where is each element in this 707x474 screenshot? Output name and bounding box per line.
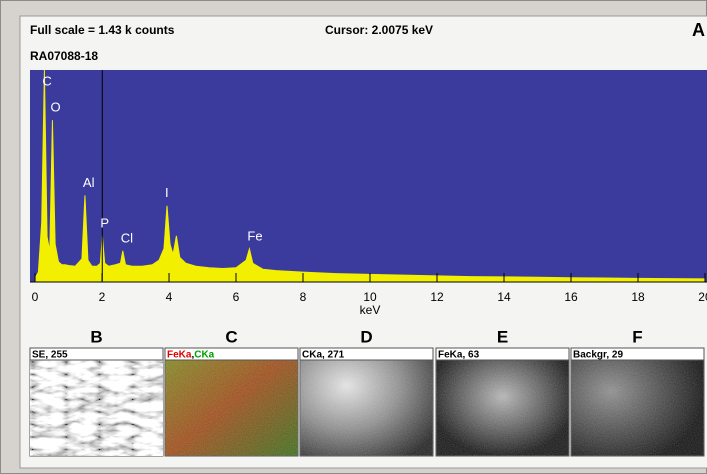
- peak-label: O: [50, 100, 60, 115]
- caption-part: CKa: [194, 349, 214, 360]
- panel-letter: F: [632, 327, 642, 346]
- x-tick-label: 4: [166, 290, 173, 304]
- peak-label: C: [42, 73, 51, 88]
- peak-label: Fe: [247, 228, 262, 243]
- x-tick-label: 18: [631, 290, 645, 304]
- cursor-readout: Cursor: 2.0075 keV: [325, 23, 433, 37]
- caption-part: Backgr, 29: [573, 349, 623, 360]
- panel-letter: B: [90, 327, 102, 346]
- panel-letter: C: [225, 327, 237, 346]
- x-tick-label: 10: [363, 290, 377, 304]
- x-tick-label: 6: [233, 290, 240, 304]
- map-caption: SE, 255: [32, 349, 68, 360]
- x-tick-label: 20: [698, 290, 707, 304]
- peak-label: Al: [83, 175, 95, 190]
- caption-part: FeKa, 63: [438, 349, 480, 360]
- x-axis-label: keV: [360, 303, 381, 317]
- x-tick-label: 8: [300, 290, 307, 304]
- peak-label: I: [165, 185, 169, 200]
- map-caption: CKa, 271: [302, 349, 345, 360]
- caption-part: SE, 255: [32, 349, 68, 360]
- map-noise: [30, 360, 163, 456]
- map-noise: [436, 360, 569, 456]
- screen: Full scale = 1.43 k counts Cursor: 2.007…: [0, 0, 707, 474]
- map-noise: [571, 360, 704, 456]
- map-caption: FeKa,CKa: [167, 349, 215, 360]
- peak-label: P: [100, 215, 109, 230]
- x-tick-label: 16: [564, 290, 578, 304]
- caption-part: CKa, 271: [302, 349, 345, 360]
- full-scale: Full scale = 1.43 k counts: [30, 23, 175, 37]
- caption-part: FeKa: [167, 349, 192, 360]
- panel-letter: E: [497, 327, 508, 346]
- plot-area: [30, 70, 707, 282]
- x-tick-label: 12: [430, 290, 444, 304]
- x-tick-label: 2: [99, 290, 106, 304]
- panel-letter: D: [360, 327, 372, 346]
- map-noise: [300, 360, 433, 456]
- x-tick-label: 0: [32, 290, 39, 304]
- map-caption: Backgr, 29: [573, 349, 623, 360]
- panel-letter: A: [692, 20, 705, 40]
- peak-label: Cl: [121, 230, 133, 245]
- map-noise: [165, 360, 298, 456]
- map-caption: FeKa, 63: [438, 349, 480, 360]
- sample-id: RA07088-18: [30, 49, 98, 63]
- x-tick-label: 14: [497, 290, 511, 304]
